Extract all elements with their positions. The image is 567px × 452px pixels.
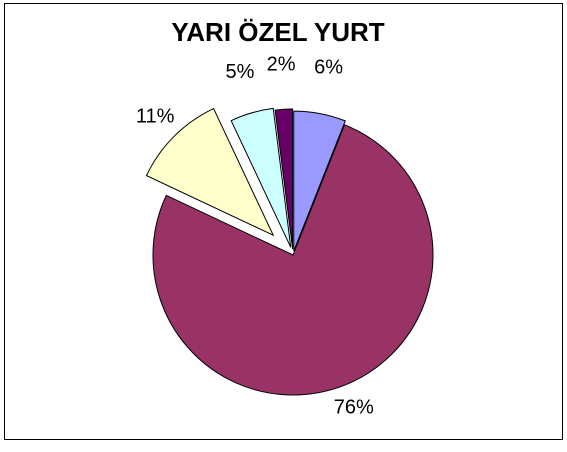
slice-label: 2% — [267, 54, 296, 76]
pie-slice — [152, 124, 434, 396]
slice-label: 5% — [226, 61, 255, 83]
pie-slice — [274, 108, 294, 250]
pie-slice — [293, 110, 346, 252]
pie-slice — [145, 107, 275, 237]
chart-title: YARI ÖZEL YURT — [171, 17, 384, 47]
slice-label: 76% — [334, 397, 374, 419]
slice-label: 11% — [136, 105, 175, 127]
pie-slice — [230, 107, 292, 248]
slice-label: 6% — [314, 57, 343, 79]
